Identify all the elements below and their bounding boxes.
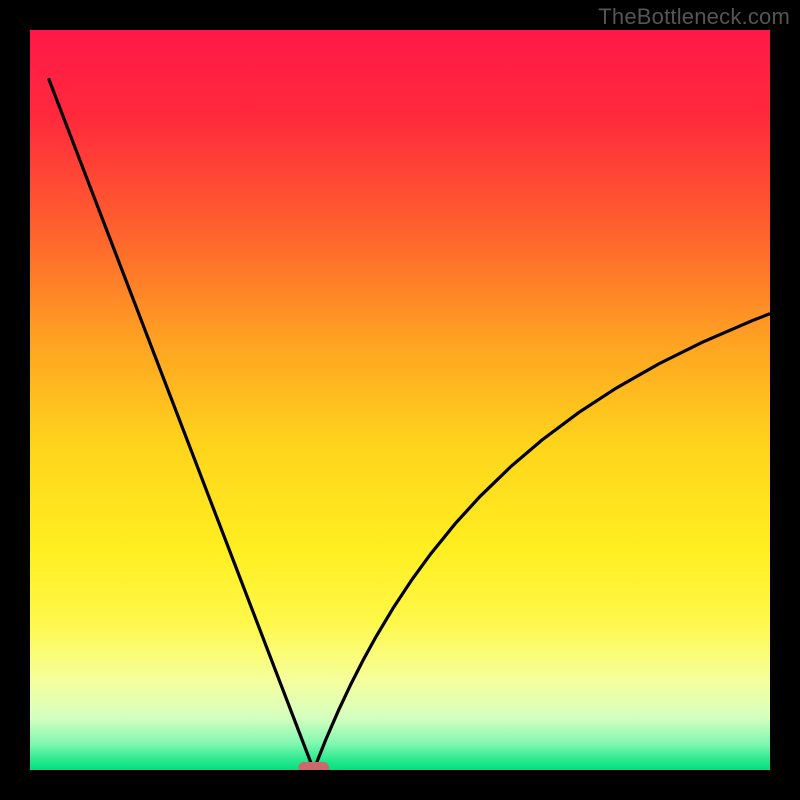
gradient-fill — [30, 30, 770, 770]
bottleneck-chart — [0, 0, 800, 800]
watermark-text: TheBottleneck.com — [598, 4, 790, 30]
